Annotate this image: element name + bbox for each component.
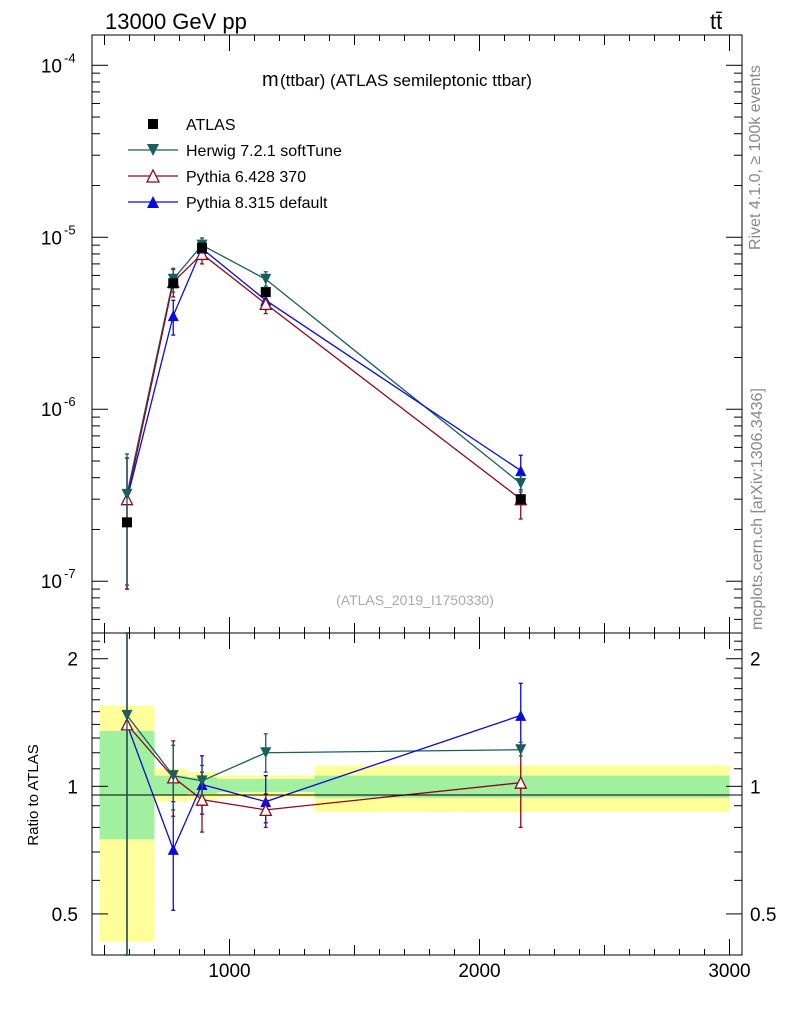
ratio-axis-label: Ratio to ATLAS [25,744,42,845]
ratio-tick-label-left-2: 2 [67,650,78,671]
plot-title: m (ttbar) (ATLAS semileptonic ttbar) [262,69,532,91]
legend: ATLAS Herwig 7.2.1 softTune Pythia 6.428 3… [128,117,342,212]
title-rest: (ttbar) (ATLAS semileptonic ttbar) [280,71,532,90]
ratio-err-s1-p0 [125,632,129,956]
y-tick-label-0: 10 [41,572,62,593]
legend-marker-2 [145,168,161,183]
process-label: tt̄ [710,9,722,34]
main-point-s0-p2 [197,242,207,253]
ratio-uncertainty-bands [99,705,730,942]
x-tick-label-2: 3000 [708,961,750,982]
legend-label-1: Herwig 7.2.1 softTune [186,143,342,160]
main-point-s3-p1 [167,310,179,322]
mcplots-label: mcplots.cern.ch [arXiv:1306.3436] [749,388,766,630]
y-tick-exponent-2: -5 [64,222,76,237]
ratio-tick-label-left-1: 1 [67,777,78,798]
band-inner-1 [154,775,187,796]
main-line-series-2 [126,253,522,500]
x-tick-label-1: 2000 [458,961,500,982]
main-point-s0-p3 [260,287,271,298]
main-point-s3-p4 [515,465,527,477]
y-tick-exponent-0: -7 [64,566,76,581]
title-m: m [262,69,279,91]
analysis-id-label: (ATLAS_2019_I1750330) [336,592,494,608]
ratio-point-s2-p2 [195,792,209,806]
main-point-s2-p3 [259,296,273,311]
ratio-err-s3-p1 [171,801,176,911]
main-point-s0-p1 [168,278,179,289]
energy-label: 13000 GeV pp [105,9,247,34]
main-line-series-1 [126,244,522,495]
ratio-point-s1-p2 [196,775,208,787]
ratio-point-s1-p1 [167,770,179,782]
y-tick-label-3: 10 [41,56,62,77]
main-point-s1-p4 [515,478,527,490]
y-tick-exponent-3: -4 [64,50,76,65]
x-tick-label-0: 1000 [208,961,250,982]
main-point-s0-p4 [515,494,526,505]
rivet-version-label: Rivet 4.1.0, ≥ 100k events [747,65,764,250]
ratio-point-s1-p4 [515,744,527,756]
ratio-point-s2-p3 [259,802,273,817]
main-point-s1-p3 [260,273,272,285]
ratio-point-s3-p1 [167,843,179,855]
legend-label-0: ATLAS [186,117,236,134]
ratio-plot-frame [91,632,743,956]
ratio-tick-label-left-0: 0.5 [52,905,78,926]
main-point-s1-p0 [121,488,133,500]
y-tick-exponent-1: -6 [64,394,76,409]
main-point-s2-p2 [195,246,209,261]
legend-marker-1 [147,144,159,156]
legend-marker-3 [147,196,159,208]
main-line-series-3 [126,247,522,500]
y-tick-label-1: 10 [41,400,62,421]
ratio-tick-label-right-1: 1 [750,777,761,798]
ratio-point-s1-p0 [121,709,133,721]
legend-label-2: Pythia 6.428 370 [186,169,306,186]
main-series-lines [126,244,522,500]
ratio-point-s1-p3 [260,747,272,759]
ratio-tick-label-right-2: 2 [750,650,761,671]
y-tick-label-2: 10 [41,228,62,249]
legend-marker-0 [148,119,158,129]
ratio-point-s3-p4 [515,709,527,721]
legend-label-3: Pythia 8.315 default [186,195,328,212]
ratio-tick-label-right-0: 0.5 [750,905,776,926]
ratio-point-s2-p4 [514,775,528,789]
data-markers [120,237,528,956]
main-point-s0-p0 [122,517,132,528]
